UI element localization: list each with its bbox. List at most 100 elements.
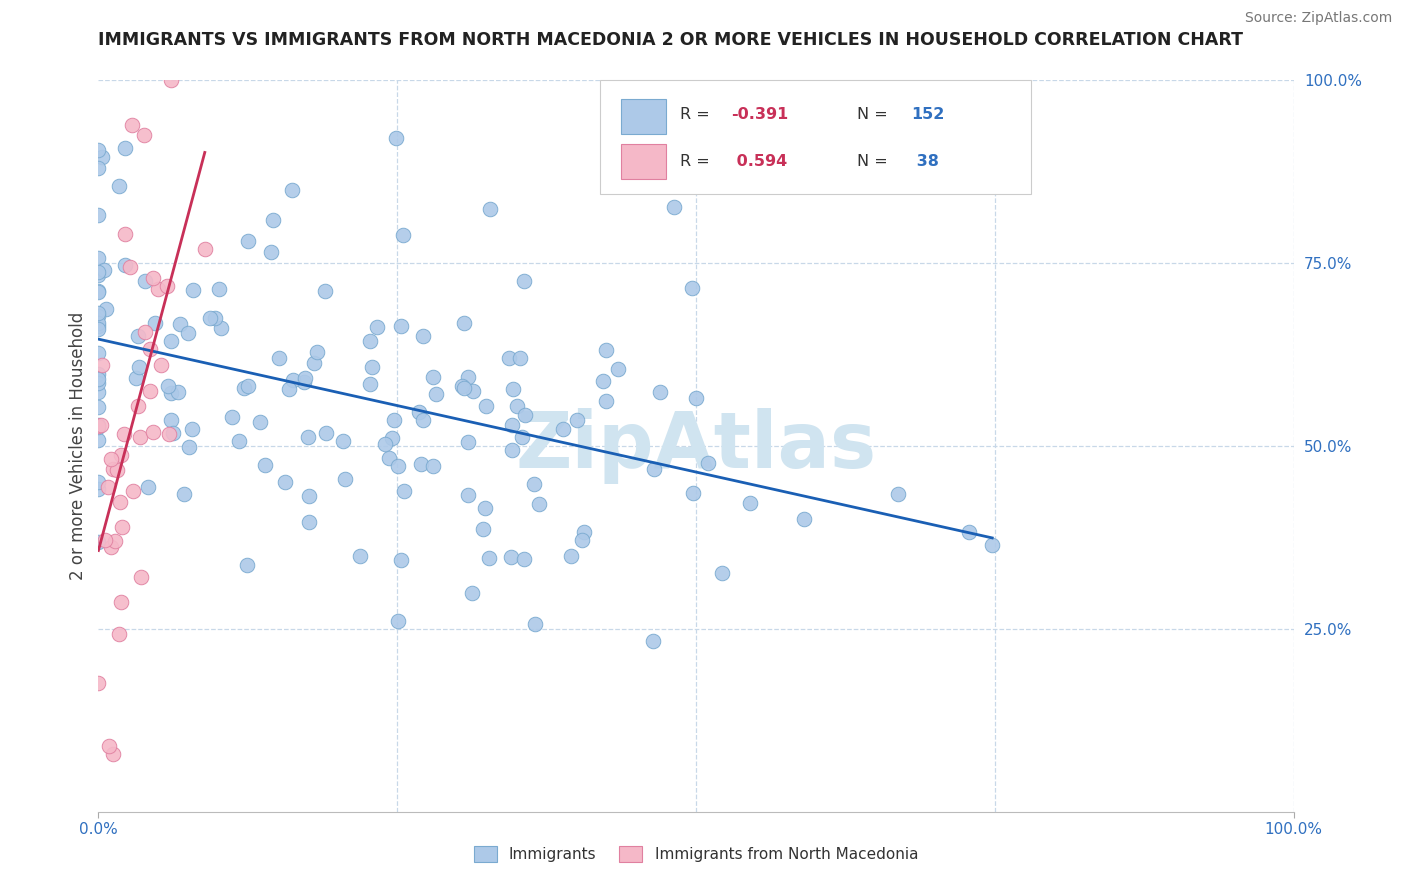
Point xyxy=(112,427,135,442)
Point xyxy=(160,334,183,349)
Point xyxy=(101,462,124,476)
Point xyxy=(425,387,447,401)
Point xyxy=(200,310,222,325)
Point xyxy=(91,150,114,164)
Point xyxy=(457,488,479,502)
Point xyxy=(740,496,762,510)
Point xyxy=(567,413,589,427)
Point xyxy=(249,416,271,430)
Text: R =: R = xyxy=(681,107,716,122)
Point xyxy=(697,456,720,470)
Point xyxy=(254,458,277,472)
Text: 0.594: 0.594 xyxy=(731,154,787,169)
Point xyxy=(103,533,125,548)
Point xyxy=(87,322,110,336)
Point xyxy=(474,500,496,515)
Point xyxy=(156,379,179,393)
Point xyxy=(181,283,204,297)
Point xyxy=(114,227,136,241)
Point xyxy=(641,634,664,648)
Point xyxy=(302,356,325,370)
Point xyxy=(366,319,388,334)
Point xyxy=(221,409,243,424)
Point xyxy=(87,475,110,489)
Point xyxy=(105,463,128,477)
Point xyxy=(461,586,484,600)
Point xyxy=(94,533,117,548)
Point xyxy=(91,358,114,372)
Point xyxy=(506,399,529,413)
Point xyxy=(236,234,259,248)
Point xyxy=(134,325,156,339)
Point xyxy=(298,515,321,529)
Point xyxy=(382,412,405,426)
Point xyxy=(169,317,191,331)
Point xyxy=(278,382,301,396)
Point xyxy=(173,487,195,501)
Point xyxy=(606,362,628,376)
Point xyxy=(389,553,412,567)
Point xyxy=(232,381,254,395)
Point xyxy=(450,378,472,392)
Point xyxy=(499,550,522,565)
Point xyxy=(412,413,434,427)
Point xyxy=(110,595,132,609)
Point xyxy=(457,434,479,449)
Point xyxy=(283,373,305,387)
Point xyxy=(97,480,120,494)
Point xyxy=(409,458,432,472)
Text: R =: R = xyxy=(681,154,716,169)
Point xyxy=(132,128,155,143)
Point xyxy=(228,434,250,449)
Point xyxy=(128,359,150,374)
Point xyxy=(498,351,520,365)
Point xyxy=(100,451,122,466)
Point xyxy=(156,278,179,293)
Point xyxy=(108,626,131,640)
Point xyxy=(461,384,484,398)
Point xyxy=(887,487,910,501)
Point xyxy=(359,334,381,348)
Text: -0.391: -0.391 xyxy=(731,107,787,122)
FancyBboxPatch shape xyxy=(620,144,666,179)
Point xyxy=(209,321,232,335)
Point xyxy=(981,538,1004,552)
Point xyxy=(374,437,396,451)
Point xyxy=(314,284,336,298)
Point xyxy=(162,425,184,440)
Point xyxy=(475,399,498,413)
Point xyxy=(87,284,110,298)
Point xyxy=(457,370,479,384)
Text: 152: 152 xyxy=(911,107,945,122)
Point xyxy=(307,345,329,359)
Point xyxy=(110,495,132,509)
Point xyxy=(107,178,129,193)
Point xyxy=(560,549,582,563)
Point xyxy=(387,458,409,473)
Point xyxy=(315,426,337,441)
Point xyxy=(111,520,134,534)
Point xyxy=(335,472,357,486)
Point xyxy=(122,483,145,498)
Point xyxy=(422,370,444,384)
Point xyxy=(93,262,115,277)
Text: ZipAtlas: ZipAtlas xyxy=(516,408,876,484)
Legend: Immigrants, Immigrants from North Macedonia: Immigrants, Immigrants from North Macedo… xyxy=(467,838,925,870)
Text: Source: ZipAtlas.com: Source: ZipAtlas.com xyxy=(1244,11,1392,25)
Point xyxy=(94,301,117,316)
Point xyxy=(501,417,523,432)
Point xyxy=(87,417,110,432)
Point xyxy=(260,244,283,259)
Point xyxy=(157,426,180,441)
Point xyxy=(523,476,546,491)
Point xyxy=(87,376,110,391)
Point xyxy=(177,326,200,340)
Point xyxy=(167,384,190,399)
Point xyxy=(298,490,321,504)
Point xyxy=(208,282,231,296)
Point xyxy=(149,358,172,372)
Point xyxy=(681,281,703,295)
Point xyxy=(87,372,110,386)
Point xyxy=(87,265,110,279)
Point xyxy=(87,433,110,447)
